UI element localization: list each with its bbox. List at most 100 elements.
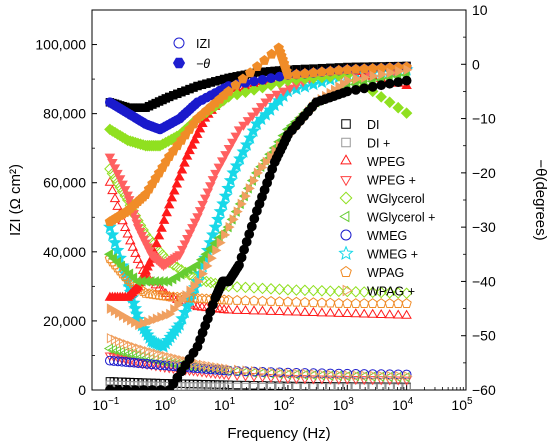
data-point bbox=[105, 355, 115, 366]
data-point bbox=[258, 381, 267, 390]
phase-point bbox=[169, 185, 180, 195]
data-point bbox=[109, 356, 119, 366]
phase-point bbox=[212, 245, 222, 256]
data-point bbox=[193, 382, 202, 390]
phase-point bbox=[367, 81, 378, 92]
phase-point bbox=[120, 264, 130, 276]
phase-point bbox=[129, 214, 141, 224]
data-point bbox=[400, 287, 413, 300]
data-point bbox=[139, 344, 149, 356]
phase-point bbox=[395, 66, 405, 77]
data-point bbox=[104, 176, 116, 186]
phase-point bbox=[266, 73, 276, 84]
data-point bbox=[231, 304, 243, 314]
data-point bbox=[136, 351, 146, 362]
phase-point bbox=[124, 268, 134, 279]
phase-point bbox=[352, 73, 362, 85]
y-left-tick-label-5: 100,000 bbox=[35, 37, 86, 53]
data-point bbox=[242, 365, 252, 376]
phase-point bbox=[192, 128, 203, 138]
phase-point bbox=[383, 96, 396, 109]
data-point bbox=[128, 349, 138, 360]
phase-point bbox=[278, 87, 289, 97]
phase-point bbox=[260, 98, 271, 108]
phase-point bbox=[186, 139, 198, 149]
data-point bbox=[310, 369, 320, 380]
data-point bbox=[299, 296, 311, 307]
data-point bbox=[128, 358, 140, 368]
phase-point bbox=[191, 259, 201, 271]
phase-point bbox=[161, 207, 172, 217]
phase-point bbox=[252, 61, 263, 72]
data-point bbox=[293, 368, 303, 379]
legend-marker-6 bbox=[340, 229, 352, 241]
data-point bbox=[358, 286, 370, 298]
legend-type-label-1: −θ bbox=[196, 57, 210, 71]
data-point bbox=[226, 165, 241, 179]
data-point bbox=[201, 293, 212, 304]
phase-point bbox=[176, 164, 188, 174]
legend-marker-2 bbox=[340, 154, 352, 165]
phase-point bbox=[213, 163, 225, 173]
data-point bbox=[172, 291, 183, 302]
legend-label-1: DI + bbox=[367, 137, 390, 151]
legend-label-3: WPEG + bbox=[367, 174, 416, 188]
phase-point bbox=[158, 214, 170, 224]
data-point bbox=[384, 298, 395, 309]
phase-point bbox=[210, 169, 221, 179]
phase-point bbox=[111, 256, 122, 268]
data-point bbox=[221, 181, 236, 195]
data-point bbox=[308, 297, 319, 308]
phase-point bbox=[233, 126, 245, 136]
data-point bbox=[299, 306, 311, 316]
phase-point bbox=[205, 182, 216, 192]
phase-point bbox=[229, 214, 239, 225]
phase-point bbox=[198, 268, 209, 279]
phase-point bbox=[262, 156, 272, 168]
data-point bbox=[135, 343, 145, 354]
data-point bbox=[132, 350, 142, 361]
phase-point bbox=[400, 107, 413, 119]
phase-point bbox=[112, 169, 123, 179]
data-point bbox=[257, 305, 268, 315]
phase-point bbox=[103, 249, 113, 260]
data-point bbox=[232, 380, 242, 390]
data-point bbox=[191, 362, 201, 373]
data-point bbox=[239, 137, 254, 151]
y-left-tick-label-4: 80,000 bbox=[43, 106, 86, 122]
y-right-tick-label-3: −20 bbox=[472, 165, 496, 181]
phase-point bbox=[139, 318, 149, 329]
data-point bbox=[249, 382, 259, 390]
phase-point bbox=[107, 158, 118, 169]
data-point bbox=[219, 380, 229, 389]
data-point bbox=[291, 306, 302, 316]
phase-point bbox=[376, 80, 387, 91]
data-point bbox=[352, 370, 362, 381]
data-point bbox=[224, 382, 233, 390]
phase-point bbox=[203, 260, 213, 272]
data-point bbox=[291, 296, 302, 307]
y-left-tick-label-2: 40,000 bbox=[43, 244, 86, 260]
data-point bbox=[223, 173, 238, 187]
phase-point bbox=[171, 178, 183, 188]
data-point bbox=[267, 367, 278, 378]
x-tick-label-2: 101 bbox=[214, 396, 236, 413]
data-point bbox=[335, 369, 345, 381]
data-point bbox=[241, 380, 250, 390]
phase-point bbox=[230, 79, 241, 90]
data-point bbox=[333, 297, 344, 308]
data-point bbox=[195, 362, 206, 374]
data-point bbox=[148, 347, 158, 358]
data-point bbox=[216, 362, 226, 374]
phase-point bbox=[179, 157, 190, 167]
phase-point bbox=[119, 186, 131, 196]
y-axis-left-title: IZI (Ω cm²) bbox=[7, 164, 24, 236]
phase-point bbox=[104, 153, 116, 163]
phase-point bbox=[375, 91, 387, 103]
phase-point bbox=[227, 138, 238, 148]
phase-point bbox=[249, 76, 259, 87]
data-point bbox=[316, 307, 328, 317]
phase-point bbox=[207, 176, 219, 186]
data-point bbox=[384, 309, 395, 319]
data-point bbox=[258, 382, 267, 390]
